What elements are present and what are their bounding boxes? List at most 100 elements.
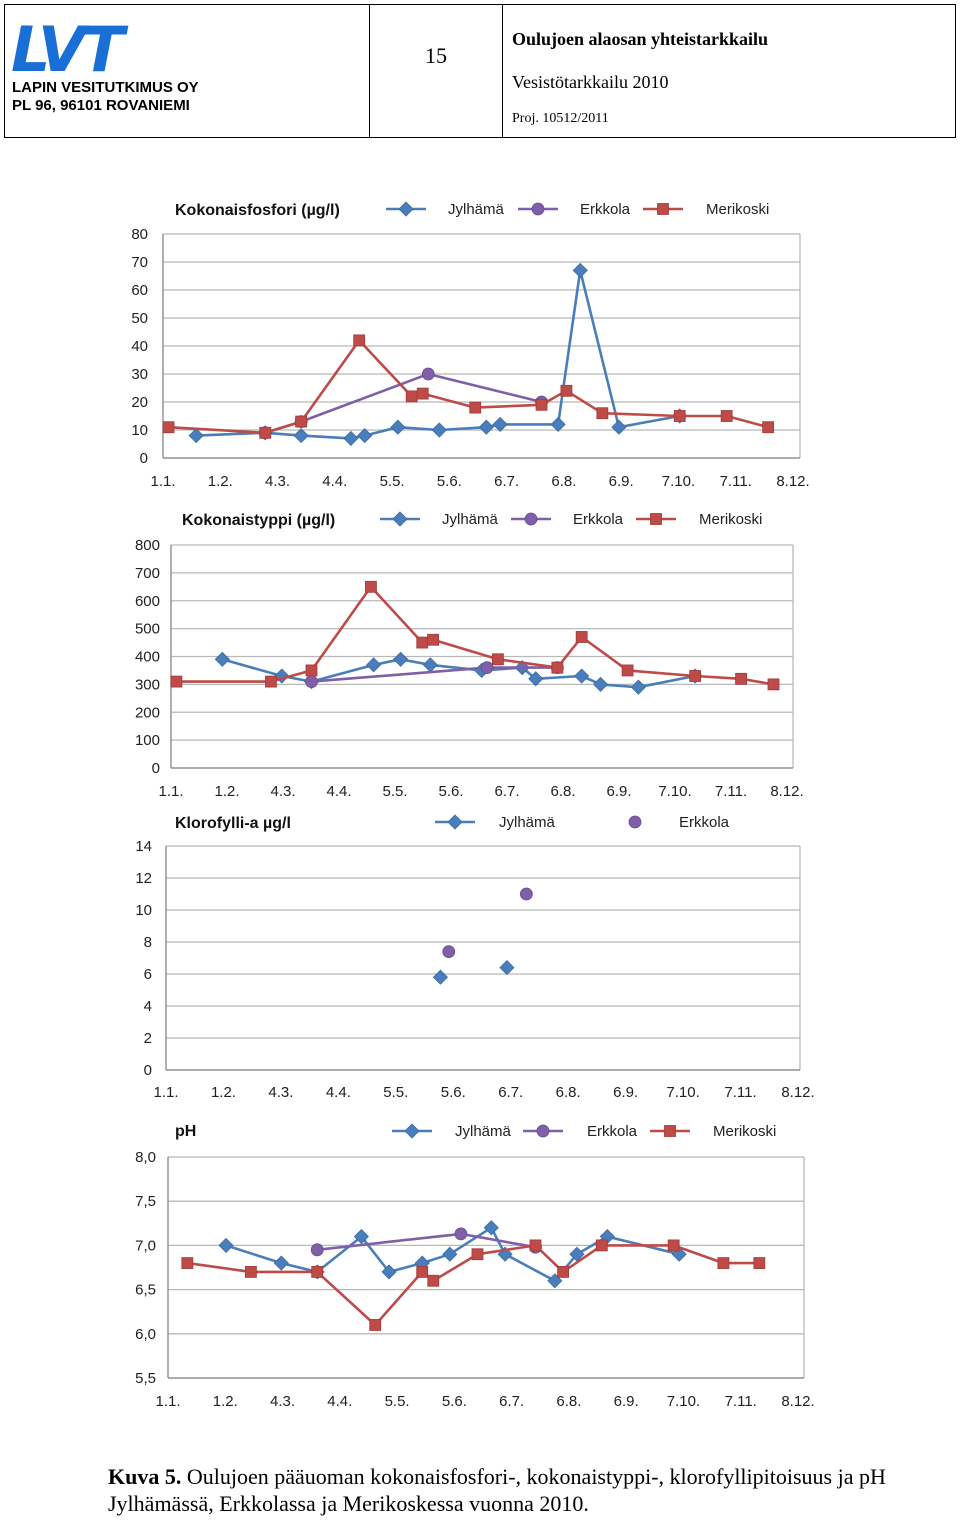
data-point-merikoski xyxy=(767,678,780,691)
data-point-jylhämä xyxy=(492,416,508,432)
legend-marker xyxy=(628,815,642,829)
title-cell: Oulujoen alaosan yhteistarkkailu Vesistö… xyxy=(503,5,955,137)
data-point-merikoski xyxy=(369,1319,382,1331)
y-tick-label: 30 xyxy=(131,366,148,383)
y-tick-label: 10 xyxy=(131,422,148,439)
legend-label: Jylhämä xyxy=(442,511,499,528)
x-tick-label: 7.11. xyxy=(720,473,752,490)
x-tick-label: 5.5. xyxy=(385,1393,410,1410)
data-point-jylhämä xyxy=(293,428,309,444)
chart-1: 0 10 20 30 40 50 60 70 80 1.1. 1.2. 4.3. 4.4. 5.5. 5.6… xyxy=(131,201,809,490)
caption-label: Kuva 5. xyxy=(108,1464,182,1489)
x-tick-label: 5.5. xyxy=(383,1084,408,1101)
data-point-erkkola xyxy=(310,1243,324,1257)
x-tick-label: 6.7. xyxy=(499,1393,524,1410)
legend-label: Jylhämä xyxy=(455,1123,512,1140)
x-tick-label: 5.5. xyxy=(380,473,405,490)
data-point-merikoski xyxy=(162,421,175,434)
x-tick-label: 1.2. xyxy=(214,783,239,800)
x-tick-label: 4.4. xyxy=(326,1084,351,1101)
y-tick-label: 0 xyxy=(152,760,160,777)
chart-title: Klorofylli-a µg/l xyxy=(175,815,291,832)
data-point-merikoski xyxy=(720,410,733,422)
legend-marker xyxy=(536,1124,550,1138)
data-point-merikoski xyxy=(595,1239,608,1252)
x-tick-label: 7.10. xyxy=(662,473,695,490)
data-point-jylhämä xyxy=(214,651,230,667)
x-tick-label: 1.2. xyxy=(211,1084,236,1101)
y-tick-label: 4 xyxy=(144,998,152,1015)
y-tick-label: 200 xyxy=(135,704,160,721)
x-tick-label: 1.2. xyxy=(213,1393,238,1410)
legend-label: Erkkola xyxy=(679,814,730,831)
data-point-merikoski xyxy=(181,1257,194,1269)
data-point-erkkola xyxy=(421,367,435,381)
y-tick-label: 60 xyxy=(131,282,148,299)
data-point-merikoski xyxy=(265,675,277,688)
data-point-merikoski xyxy=(427,1274,440,1287)
y-tick-label: 0 xyxy=(144,1062,152,1079)
x-tick-label: 6.9. xyxy=(609,473,634,490)
legend-label: Merikoski xyxy=(706,201,769,218)
data-point-jylhämä xyxy=(528,671,544,687)
x-tick-label: 6.8. xyxy=(556,1084,581,1101)
y-tick-label: 80 xyxy=(131,226,148,243)
data-point-merikoski xyxy=(305,664,318,677)
legend-marker xyxy=(398,201,414,217)
data-point-jylhämä xyxy=(432,969,448,985)
y-tick-label: 20 xyxy=(131,394,148,411)
data-point-merikoski xyxy=(762,421,775,434)
y-tick-label: 10 xyxy=(135,902,152,919)
x-tick-label: 4.4. xyxy=(322,473,347,490)
y-tick-label: 14 xyxy=(135,838,152,855)
x-tick-label: 7.10. xyxy=(666,1084,699,1101)
data-point-jylhämä xyxy=(499,960,515,976)
x-tick-label: 5.6. xyxy=(441,1084,466,1101)
y-tick-label: 6,5 xyxy=(135,1282,156,1299)
x-tick-label: 1.1. xyxy=(155,1393,180,1410)
x-tick-label: 1.2. xyxy=(208,473,233,490)
project-number: Proj. 10512/2011 xyxy=(512,111,609,126)
data-point-jylhämä xyxy=(593,676,609,692)
x-tick-label: 4.3. xyxy=(265,473,290,490)
data-point-jylhämä xyxy=(393,651,409,667)
y-tick-label: 6,0 xyxy=(135,1326,156,1343)
x-tick-label: 8.12. xyxy=(781,1084,814,1101)
x-tick-label: 7.10. xyxy=(658,783,691,800)
y-tick-label: 40 xyxy=(131,338,148,355)
data-point-merikoski xyxy=(311,1266,324,1278)
y-tick-label: 5,5 xyxy=(135,1370,156,1387)
data-point-merikoski xyxy=(689,670,702,682)
data-point-merikoski xyxy=(621,664,634,677)
data-point-jylhämä xyxy=(357,428,373,444)
y-tick-label: 600 xyxy=(135,593,160,610)
data-point-jylhämä xyxy=(431,422,447,438)
data-point-jylhämä xyxy=(478,419,494,435)
x-tick-label: 6.7. xyxy=(498,1084,523,1101)
data-point-merikoski xyxy=(673,410,686,422)
x-tick-label: 7.11. xyxy=(715,783,747,800)
organization-address: PL 96, 96101 ROVANIEMI xyxy=(12,97,190,114)
data-point-merikoski xyxy=(427,633,439,646)
data-point-jylhämä xyxy=(353,1228,369,1245)
chart-title: pH xyxy=(175,1123,196,1140)
y-tick-label: 700 xyxy=(135,565,160,582)
data-point-merikoski xyxy=(365,580,377,593)
y-tick-label: 2 xyxy=(144,1030,152,1047)
y-tick-label: 12 xyxy=(135,870,152,887)
data-point-merikoski xyxy=(753,1257,766,1269)
page-number: 15 xyxy=(425,43,447,68)
x-tick-label: 1.1. xyxy=(153,1084,178,1101)
y-tick-label: 8,0 xyxy=(135,1149,156,1166)
data-point-merikoski xyxy=(469,401,482,414)
data-point-jylhämä xyxy=(366,657,382,673)
data-point-jylhämä xyxy=(218,1237,234,1253)
logo-cell: LVT LAPIN VESITUTKIMUS OY PL 96, 96101 R… xyxy=(5,5,370,137)
data-point-merikoski xyxy=(416,387,429,400)
y-tick-label: 50 xyxy=(131,310,148,327)
x-tick-label: 7.11. xyxy=(725,1393,757,1410)
data-point-jylhämä xyxy=(483,1220,499,1236)
data-point-jylhämä xyxy=(381,1264,397,1280)
x-tick-label: 6.7. xyxy=(494,783,519,800)
